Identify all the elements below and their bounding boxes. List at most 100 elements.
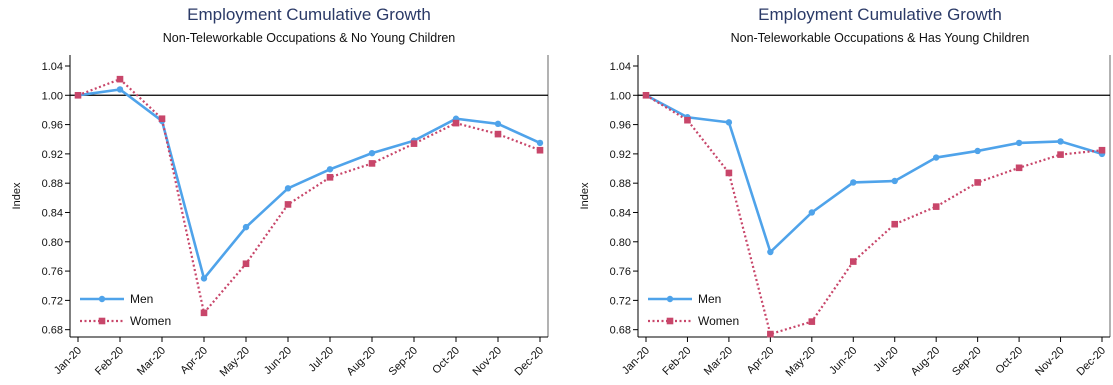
chart-panel-1: Employment Cumulative Growth Non-Telework… xyxy=(11,5,549,379)
data-point-women xyxy=(1098,146,1106,154)
y-tick-label: 0.76 xyxy=(42,266,63,278)
series-line-men xyxy=(645,94,1103,255)
y-tick-label: 1.00 xyxy=(610,90,631,102)
data-point-men xyxy=(368,149,376,157)
data-point-men xyxy=(1015,139,1023,147)
y-axis-label: Index xyxy=(11,182,23,209)
x-tick-label: Jan-20 xyxy=(620,345,652,377)
data-point-women xyxy=(1057,151,1064,158)
chart-title: Employment Cumulative Growth xyxy=(187,5,431,24)
data-point-men xyxy=(536,139,544,147)
x-tick-label: Aug-20 xyxy=(345,345,379,379)
data-point-women xyxy=(1015,164,1023,172)
legend-marker-women xyxy=(98,317,106,325)
legend-label-women: Women xyxy=(698,314,739,328)
x-tick-label: Dec-20 xyxy=(513,345,547,379)
x-tick-label: Sep-20 xyxy=(387,345,421,379)
data-point-women xyxy=(642,91,650,99)
x-tick-label: Nov-20 xyxy=(471,345,505,379)
data-point-men xyxy=(1057,138,1064,145)
data-point-women xyxy=(116,75,124,83)
x-tick-label: Oct-20 xyxy=(430,345,462,377)
series-line-women xyxy=(645,94,1103,336)
data-point-women xyxy=(410,140,418,147)
x-tick-label: Nov-20 xyxy=(1033,345,1067,379)
y-tick-label: 0.84 xyxy=(610,207,631,219)
x-tick-label: Mar-20 xyxy=(702,345,735,378)
data-point-women xyxy=(326,174,334,181)
data-point-women xyxy=(684,116,691,124)
data-point-women xyxy=(536,146,544,154)
data-point-women xyxy=(932,203,940,210)
chart-subtitle: Non-Teleworkable Occupations & No Young … xyxy=(163,31,456,45)
data-point-women xyxy=(284,201,292,208)
data-point-women xyxy=(974,179,981,186)
data-point-men xyxy=(494,120,502,128)
series-line-women xyxy=(77,77,541,316)
chart-title: Employment Cumulative Growth xyxy=(758,5,1002,24)
y-tick-label: 1.00 xyxy=(42,90,63,102)
x-tick-label: Oct-20 xyxy=(993,345,1025,377)
y-tick-label: 0.68 xyxy=(42,325,63,337)
x-tick-label: May-20 xyxy=(784,345,818,379)
data-point-men xyxy=(974,147,981,155)
y-tick-label: 0.84 xyxy=(42,207,63,219)
data-point-women xyxy=(74,91,82,99)
y-tick-label: 0.72 xyxy=(610,295,631,307)
x-tick-label: Feb-20 xyxy=(93,345,126,378)
y-tick-label: 0.88 xyxy=(42,178,63,190)
data-point-women xyxy=(808,318,816,325)
data-point-women xyxy=(891,220,899,228)
y-tick-label: 1.04 xyxy=(610,61,631,73)
x-tick-label: May-20 xyxy=(218,345,252,379)
data-point-men xyxy=(725,119,733,126)
y-axis-label: Index xyxy=(579,182,591,209)
data-point-women xyxy=(452,119,460,127)
data-point-men xyxy=(284,185,292,192)
x-tick-label: Jun-20 xyxy=(827,345,859,377)
legend-label-women: Women xyxy=(130,314,171,328)
x-tick-label: Apr-20 xyxy=(745,345,777,377)
y-tick-label: 0.80 xyxy=(610,237,631,249)
y-tick-label: 0.72 xyxy=(42,295,63,307)
data-point-men xyxy=(932,154,940,161)
data-point-men xyxy=(767,248,774,256)
data-point-men xyxy=(116,86,124,93)
data-point-men xyxy=(326,166,334,173)
data-point-women xyxy=(767,330,774,338)
x-tick-label: Sep-20 xyxy=(950,345,984,379)
data-point-men xyxy=(808,209,816,216)
legend-label-men: Men xyxy=(698,292,721,306)
legend-label-men: Men xyxy=(130,292,153,306)
y-tick-label: 0.96 xyxy=(42,120,63,132)
data-point-women xyxy=(200,309,208,317)
chart-subtitle: Non-Teleworkable Occupations & Has Young… xyxy=(731,31,1030,45)
x-tick-label: Aug-20 xyxy=(909,345,943,379)
data-point-women xyxy=(368,160,376,167)
x-tick-label: Jan-20 xyxy=(52,345,84,377)
data-point-women xyxy=(158,115,166,123)
x-tick-label: Jun-20 xyxy=(262,345,294,377)
legend-marker-men xyxy=(666,295,674,303)
data-point-women xyxy=(494,130,502,138)
x-tick-label: Dec-20 xyxy=(1075,345,1109,379)
data-point-men xyxy=(891,177,898,185)
y-tick-label: 0.80 xyxy=(42,237,63,249)
legend-marker-men xyxy=(98,295,106,303)
y-tick-label: 0.68 xyxy=(610,325,631,337)
y-tick-label: 0.92 xyxy=(610,149,631,161)
data-point-women xyxy=(849,258,857,265)
x-tick-label: Jul-20 xyxy=(306,345,336,375)
y-tick-label: 0.76 xyxy=(610,266,631,278)
data-point-men xyxy=(850,179,857,186)
y-tick-label: 0.88 xyxy=(610,178,631,190)
chart-panel-2: Employment Cumulative Growth Non-Telework… xyxy=(579,5,1111,379)
legend-marker-women xyxy=(666,317,674,325)
y-tick-label: 1.04 xyxy=(42,61,63,73)
data-point-women xyxy=(242,260,250,268)
data-point-women xyxy=(725,169,733,177)
data-point-men xyxy=(242,223,250,231)
series-line-men xyxy=(77,88,541,282)
